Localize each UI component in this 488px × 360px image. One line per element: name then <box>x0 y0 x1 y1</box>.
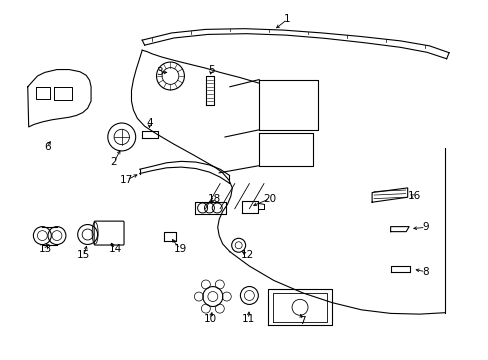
Text: 13: 13 <box>39 244 52 254</box>
Text: 10: 10 <box>203 314 217 324</box>
Text: 4: 4 <box>146 118 153 128</box>
Text: 2: 2 <box>110 157 117 167</box>
Text: 3: 3 <box>156 67 163 77</box>
Text: 5: 5 <box>207 64 214 75</box>
Text: 18: 18 <box>207 194 221 204</box>
Text: 1: 1 <box>284 14 290 24</box>
Text: 15: 15 <box>77 250 90 260</box>
Text: 17: 17 <box>120 175 133 185</box>
Text: 14: 14 <box>108 244 122 254</box>
Text: 16: 16 <box>407 192 420 202</box>
Text: 8: 8 <box>422 267 428 277</box>
Text: 9: 9 <box>422 222 428 232</box>
Text: 19: 19 <box>173 244 186 254</box>
Text: 20: 20 <box>263 194 276 204</box>
Text: 12: 12 <box>240 250 254 260</box>
Text: 7: 7 <box>298 316 305 325</box>
Text: 11: 11 <box>241 314 255 324</box>
Text: 6: 6 <box>44 142 50 152</box>
